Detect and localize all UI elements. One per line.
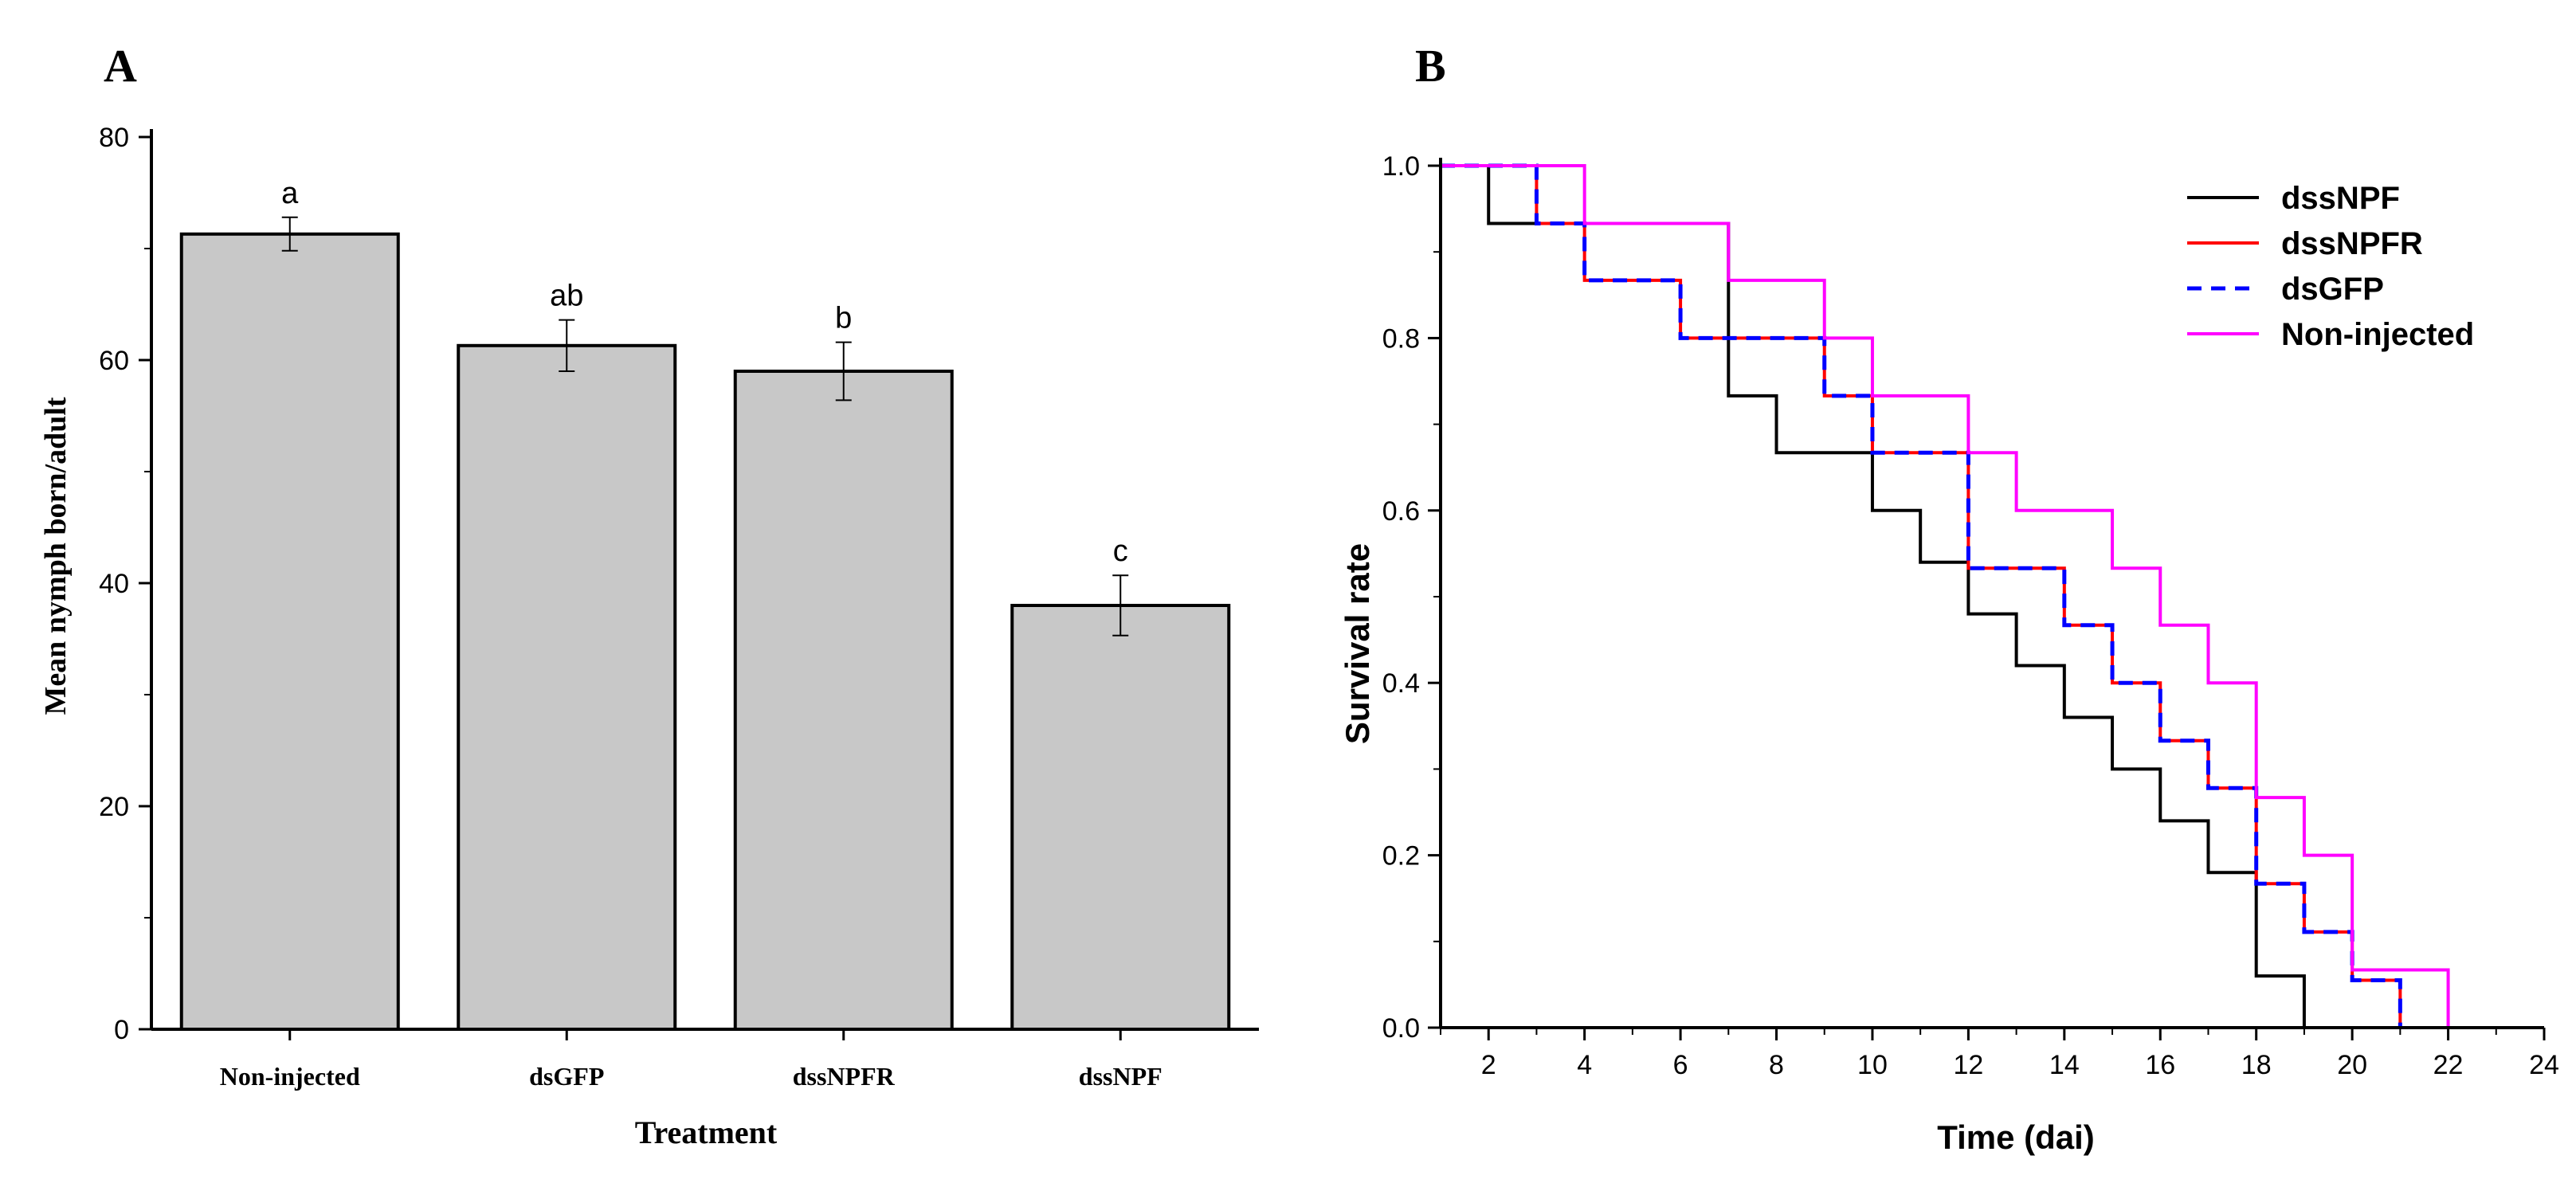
bar-0 (179, 232, 400, 1031)
b-x-tick-label-8: 18 (2241, 1050, 2272, 1080)
bar-1 (457, 343, 677, 1031)
b-x-tick-label-6: 14 (2049, 1050, 2080, 1080)
panel-b-label: B (1415, 40, 1446, 92)
legend-label-2: dsGFP (2281, 272, 2384, 307)
significance-letter-0: a (281, 177, 299, 210)
b-y-tick-label-1: 0.2 (1382, 841, 1420, 872)
b-x-tick-label-0: 2 (1481, 1050, 1496, 1080)
panel-b-y-axis-label: Survival rate (1339, 543, 1376, 744)
series-line-non-injected (1441, 164, 2450, 1028)
x-tick-label-0: Non-injected (220, 1062, 360, 1091)
series-line-dsgfp (1441, 163, 2402, 1028)
y-tick-label-1: 20 (99, 792, 129, 822)
bar-3 (1010, 604, 1231, 1031)
b-x-tick-label-4: 10 (1857, 1050, 1888, 1080)
panel-a-x-axis-label: Treatment (635, 1114, 778, 1150)
b-x-tick-label-5: 12 (1953, 1050, 1983, 1080)
legend-label-1: dssNPFR (2281, 226, 2423, 261)
significance-letter-1: ab (550, 280, 583, 313)
b-x-tick-label-2: 6 (1673, 1050, 1688, 1080)
b-y-tick-label-4: 0.8 (1382, 323, 1420, 354)
legend-label-0: dssNPF (2281, 181, 2400, 216)
b-x-tick-label-1: 4 (1577, 1050, 1592, 1080)
y-tick-label-4: 80 (99, 123, 129, 153)
x-tick-label-1: dsGFP (529, 1062, 604, 1091)
b-x-tick-label-10: 22 (2433, 1050, 2464, 1080)
b-y-tick-label-5: 1.0 (1382, 151, 1420, 182)
b-y-tick-label-3: 0.6 (1382, 496, 1420, 527)
b-x-tick-label-7: 16 (2145, 1050, 2175, 1080)
panel-b: B Survival rate Time (dai) 0.0 0.2 0.4 0.6 0… (1339, 40, 2559, 1156)
b-x-tick-label-11: 24 (2529, 1050, 2559, 1080)
x-tick-label-3: dssNPF (1079, 1062, 1163, 1091)
panel-a: A Mean nymph born/adult Treatment 0 20 40 6… (39, 40, 1259, 1150)
significance-letter-3: c (1113, 535, 1128, 568)
series-line-dssnpf (1441, 164, 2306, 1028)
panel-a-y-axis-label: Mean nymph born/adult (39, 397, 73, 715)
significance-letter-2: b (835, 302, 852, 335)
legend-label-3: Non-injected (2281, 317, 2474, 352)
y-tick-label-0: 0 (114, 1015, 129, 1045)
panel-b-x-axis-label: Time (dai) (1937, 1118, 2095, 1156)
bar-2 (733, 370, 954, 1031)
b-y-tick-label-0: 0.0 (1382, 1013, 1420, 1044)
b-x-tick-label-3: 8 (1769, 1050, 1784, 1080)
b-x-tick-label-9: 20 (2337, 1050, 2367, 1080)
x-tick-label-2: dssNPFR (793, 1062, 896, 1091)
panel-a-label: A (104, 40, 137, 92)
y-tick-label-2: 40 (99, 569, 129, 599)
b-y-tick-label-2: 0.4 (1382, 668, 1420, 699)
y-tick-label-3: 60 (99, 346, 129, 376)
